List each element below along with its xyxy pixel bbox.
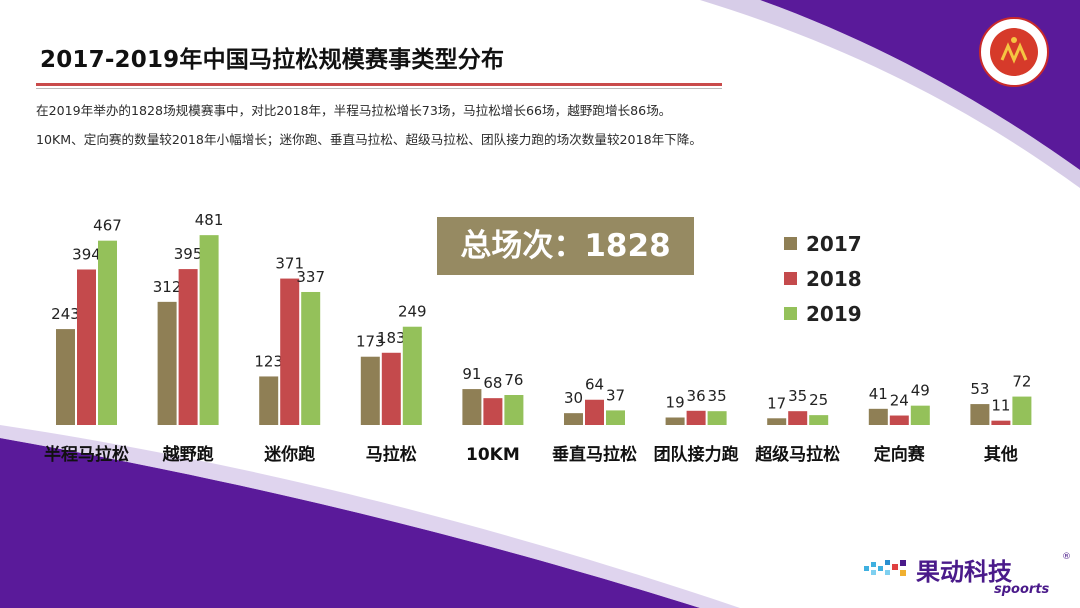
category-label: 定向赛 — [874, 444, 926, 465]
data-label: 481 — [195, 211, 224, 229]
legend-swatch-2017 — [784, 237, 797, 250]
bottom-left-swoosh — [0, 438, 700, 608]
total-events-box: 总场次：1828 — [437, 217, 694, 275]
data-label: 49 — [911, 382, 930, 400]
bar-2017-3 — [360, 356, 380, 425]
data-label: 337 — [296, 268, 325, 286]
data-label: 395 — [174, 245, 203, 263]
bar-2019-2 — [301, 291, 321, 425]
data-label: 91 — [462, 365, 481, 383]
bar-2018-4 — [483, 398, 503, 425]
pixel-flag-icon — [864, 560, 906, 576]
data-label: 394 — [72, 245, 101, 263]
page-title: 2017-2019年中国马拉松规模赛事类型分布 — [40, 47, 505, 73]
category-label: 团队接力跑 — [654, 444, 739, 465]
legend-label: 2019 — [806, 301, 862, 326]
legend-label: 2017 — [806, 231, 862, 256]
data-label: 53 — [970, 380, 989, 398]
data-label: 17 — [767, 394, 786, 412]
legend-swatch-2019 — [784, 307, 797, 320]
data-label: 37 — [606, 386, 625, 404]
category-label: 其他 — [984, 444, 1018, 465]
data-label: 312 — [153, 278, 182, 296]
bar-2019-6 — [707, 411, 727, 425]
bar-2017-6 — [665, 417, 685, 425]
data-label: 64 — [585, 376, 604, 394]
data-label: 72 — [1012, 373, 1031, 391]
data-label: 123 — [254, 352, 283, 370]
category-label: 垂直马拉松 — [552, 444, 637, 465]
bar-2019-5 — [606, 410, 625, 425]
data-label: 41 — [869, 385, 888, 403]
title-underline-thin — [36, 88, 722, 89]
data-label: 35 — [788, 387, 807, 405]
data-label: 243 — [51, 305, 80, 323]
data-label: 249 — [398, 303, 427, 321]
data-label: 11 — [991, 397, 1010, 415]
bar-2018-0 — [77, 269, 96, 425]
bar-2018-5 — [585, 399, 604, 425]
bar-2019-7 — [809, 415, 829, 425]
data-label: 183 — [377, 329, 406, 347]
data-label: 25 — [809, 391, 828, 409]
bar-2017-9 — [970, 404, 990, 425]
logo-chinese-text: 果动科技 — [916, 558, 1012, 586]
logo-english-text: spoorts — [994, 582, 1050, 597]
data-label: 173 — [356, 333, 385, 351]
bar-2019-4 — [504, 395, 524, 425]
data-label: 467 — [93, 217, 122, 235]
data-label: 30 — [564, 389, 583, 407]
bar-2019-3 — [402, 326, 422, 425]
legend-label: 2018 — [806, 266, 862, 291]
bar-2017-0 — [56, 329, 75, 425]
bar-2019-1 — [199, 235, 219, 425]
category-label: 超级马拉松 — [755, 444, 840, 465]
category-label: 马拉松 — [366, 444, 417, 465]
brand-logo: 果动科技 ® spoorts — [864, 552, 1071, 600]
bar-2018-7 — [788, 411, 808, 425]
bar-2017-8 — [868, 408, 888, 425]
data-label: 24 — [890, 392, 909, 410]
bar-2019-9 — [1012, 396, 1032, 425]
bar-2017-2 — [259, 376, 279, 425]
category-label: 迷你跑 — [263, 444, 315, 465]
category-label: 半程马拉松 — [44, 444, 129, 465]
category-label: 10KM — [466, 445, 520, 465]
data-label: 68 — [483, 374, 502, 392]
bar-2018-3 — [381, 352, 401, 425]
data-label: 19 — [666, 394, 685, 412]
data-label: 76 — [504, 371, 523, 389]
legend-item-2018: 2018 — [784, 261, 862, 296]
category-label: 越野跑 — [162, 444, 214, 465]
bar-2017-5 — [564, 413, 583, 425]
bar-2017-7 — [767, 418, 787, 425]
bottom-left-swoosh-light — [0, 425, 740, 608]
legend-item-2019: 2019 — [784, 296, 862, 331]
bar-2018-8 — [889, 415, 909, 425]
bar-2017-4 — [462, 389, 482, 425]
bar-2019-0 — [98, 240, 117, 425]
chart-legend: 2017 2018 2019 — [784, 226, 862, 331]
bar-2018-6 — [686, 410, 706, 425]
bar-2018-9 — [991, 420, 1011, 425]
description-text: 在2019年举办的1828场规模赛事中，对比2018年，半程马拉松增长73场，马… — [36, 103, 702, 147]
bar-2018-2 — [280, 278, 300, 425]
bar-2018-1 — [178, 269, 198, 425]
data-label: 36 — [687, 387, 706, 405]
bar-2017-1 — [157, 301, 177, 425]
legend-swatch-2018 — [784, 272, 797, 285]
data-label: 371 — [275, 255, 304, 273]
bar-2019-8 — [910, 405, 930, 425]
logo-registered-mark: ® — [1062, 552, 1071, 562]
legend-item-2017: 2017 — [784, 226, 862, 261]
association-badge-icon — [979, 17, 1049, 87]
title-underline — [36, 83, 722, 86]
data-label: 35 — [708, 387, 727, 405]
